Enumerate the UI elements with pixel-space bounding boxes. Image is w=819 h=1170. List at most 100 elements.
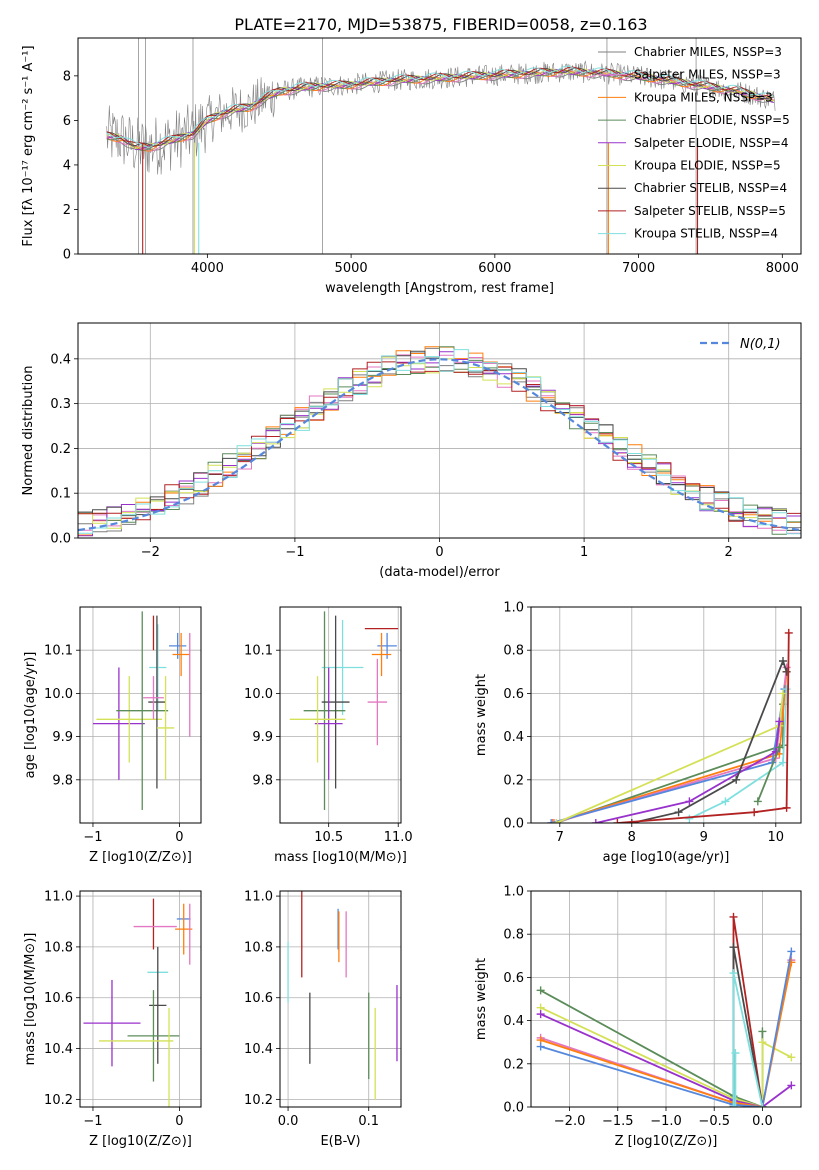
weight-marker <box>536 986 545 995</box>
y-tick-label: 10.0 <box>244 687 273 702</box>
y-tick-label: 4 <box>63 158 71 173</box>
x-tick-label: 10 <box>768 830 785 845</box>
axes: 10.5 11.0 9.8 9.9 10.0 10.1 mass [log10(M/M⊙)] <box>244 606 413 865</box>
weight-marker <box>674 808 683 817</box>
panel-spectrum: 4000 5000 6000 7000 8000 0 2 4 6 8 wavelength [Ang… <box>21 37 802 296</box>
y-tick-label: 9.8 <box>252 773 273 788</box>
y-tick-label: 10.6 <box>244 991 273 1006</box>
x-axis-label: E(B-V) <box>320 1134 360 1149</box>
weight-marker <box>627 819 636 823</box>
figure-title: PLATE=2170, MJD=53875, FIBERID=0058, z=0… <box>234 15 647 34</box>
reference-curve-line <box>78 358 801 532</box>
errorbar-point-2 <box>371 632 392 677</box>
x-tick-label: 8000 <box>766 261 799 276</box>
axes: −2 −1 0 1 2 0.0 0.1 0.2 0.3 0.4 (data-model)/error… <box>21 322 802 580</box>
weight-marker <box>787 947 796 956</box>
panel-age_vs_mass: 10.5 11.0 9.8 9.9 10.0 10.1 mass [log10(M/M⊙)] <box>244 606 413 865</box>
weight-series-line-2 <box>540 1013 792 1107</box>
errorbar-point-3 <box>321 619 364 715</box>
axes: 7 8 9 10 0.0 0.2 0.4 0.6 0.8 1.0 age [log10(age/yr… <box>474 601 802 865</box>
errorbar-point-3 <box>149 624 167 711</box>
y-tick-label: 0.1 <box>50 487 71 502</box>
legend-entry-label: Salpeter ELODIE, NSSP=4 <box>634 136 789 150</box>
plot-area <box>536 912 796 1107</box>
x-tick-label: −2.0 <box>554 1114 586 1129</box>
x-axis-label: Z [log10(Z/Z⊙)] <box>89 850 192 865</box>
x-tick-label: 7 <box>556 830 564 845</box>
plot-area <box>78 346 801 537</box>
x-tick-label: −1 <box>285 545 304 560</box>
weight-series-line-1 <box>552 671 788 823</box>
x-tick-label: 0 <box>175 1114 183 1129</box>
errorbar-point-7 <box>314 667 343 780</box>
axes-frame <box>77 37 802 255</box>
x-tick-label: 11.0 <box>384 830 413 845</box>
y-tick-label: 0.4 <box>50 352 71 367</box>
weight-marker <box>613 819 622 823</box>
panel-weight_vs_Z: −2.0 −1.5 −1.0 −0.5 0.0 0.0 0.2 0.4 0.6 0.8 1.0 Z [… <box>474 885 802 1149</box>
axes-frame <box>79 606 202 824</box>
y-axis-label: mass weight <box>474 958 489 1040</box>
y-tick-label: 0.2 <box>503 1057 524 1072</box>
x-tick-label: −0.5 <box>698 1114 730 1129</box>
y-tick-label: 9.9 <box>252 730 273 745</box>
y-tick-label: 9.8 <box>52 773 73 788</box>
weight-marker <box>787 1081 796 1090</box>
plot-area <box>547 628 793 823</box>
weight-marker <box>758 1103 767 1107</box>
y-tick-label: 10.8 <box>244 940 273 955</box>
weight-marker <box>775 717 784 726</box>
weight-marker <box>779 657 787 665</box>
axes: −1 0 9.8 9.9 10.0 10.1 Z [log10(Z/Z⊙)] age [log… <box>23 606 202 865</box>
legend-entry-label: Kroupa STELIB, NSSP=4 <box>634 227 778 241</box>
y-tick-label: 1.0 <box>503 885 524 900</box>
axes: −1 0 10.2 10.4 10.6 10.8 11.0 Z [log10(Z/Z⊙)] ma… <box>23 890 202 1149</box>
legend-entry-label: Chabrier STELIB, NSSP=4 <box>634 181 787 195</box>
y-tick-label: 10.4 <box>244 1042 273 1057</box>
weight-marker <box>787 1053 796 1062</box>
weight-marker <box>547 819 556 823</box>
weight-marker <box>729 943 738 952</box>
errorbar-point-7 <box>149 946 167 1064</box>
weight-marker <box>550 819 559 823</box>
weight-marker <box>758 1038 767 1047</box>
y-axis-label: Normed distribution <box>21 366 36 496</box>
weight-marker <box>779 758 787 767</box>
x-tick-label: 2 <box>725 545 733 560</box>
errorbar-point-6 <box>83 979 141 1067</box>
axes-frame <box>79 890 202 1108</box>
errorbar-point-6 <box>321 615 350 789</box>
y-tick-label: 0.0 <box>503 817 524 832</box>
panel-age_vs_Z: −1 0 9.8 9.9 10.0 10.1 Z [log10(Z/Z⊙)] age [log… <box>23 606 202 865</box>
x-tick-label: 8 <box>628 830 636 845</box>
y-tick-label: 11.0 <box>244 890 273 905</box>
x-tick-label: −2 <box>141 545 160 560</box>
panel-mass_vs_Z: −1 0 10.2 10.4 10.6 10.8 11.0 Z [log10(Z/Z⊙)] ma… <box>23 890 202 1149</box>
spectrum-legend: Chabrier MILES, NSSP=3 Salpeter MILES, NS… <box>598 45 790 241</box>
y-tick-label: 10.0 <box>44 687 73 702</box>
x-tick-label: 4000 <box>191 261 224 276</box>
residual-legend: N(0,1) <box>700 337 781 352</box>
y-tick-label: 10.1 <box>44 644 73 659</box>
weight-series-line-1 <box>540 1006 792 1107</box>
y-tick-label: 10.2 <box>44 1093 73 1108</box>
weight-marker <box>552 819 561 823</box>
weight-series-line-2 <box>553 667 788 823</box>
panel-mass_vs_EBV: 0.0 0.1 10.2 10.4 10.6 10.8 11.0 E(B-V) <box>244 890 402 1149</box>
y-tick-label: 10.1 <box>244 644 273 659</box>
x-tick-label: 0.0 <box>752 1114 773 1129</box>
x-tick-label: 6000 <box>478 261 511 276</box>
y-axis-label: Flux [fλ 10⁻¹⁷ erg cm⁻² s⁻¹ A⁻¹] <box>21 45 36 246</box>
x-axis-label: age [log10(age/yr)] <box>603 850 730 865</box>
legend-entry-label: Chabrier ELODIE, NSSP=5 <box>634 113 790 127</box>
weight-marker <box>782 803 791 812</box>
axes-frame <box>530 606 802 824</box>
weight-series-line-4 <box>555 693 784 823</box>
axes: −2.0 −1.5 −1.0 −0.5 0.0 0.0 0.2 0.4 0.6 0.8 1.0 Z [… <box>474 885 802 1149</box>
histogram-series-8 <box>78 349 801 535</box>
y-tick-label: 10.2 <box>244 1093 273 1108</box>
errorbar-point-5 <box>92 667 145 780</box>
y-tick-label: 0.8 <box>503 644 524 659</box>
y-tick-label: 0.4 <box>503 1014 524 1029</box>
